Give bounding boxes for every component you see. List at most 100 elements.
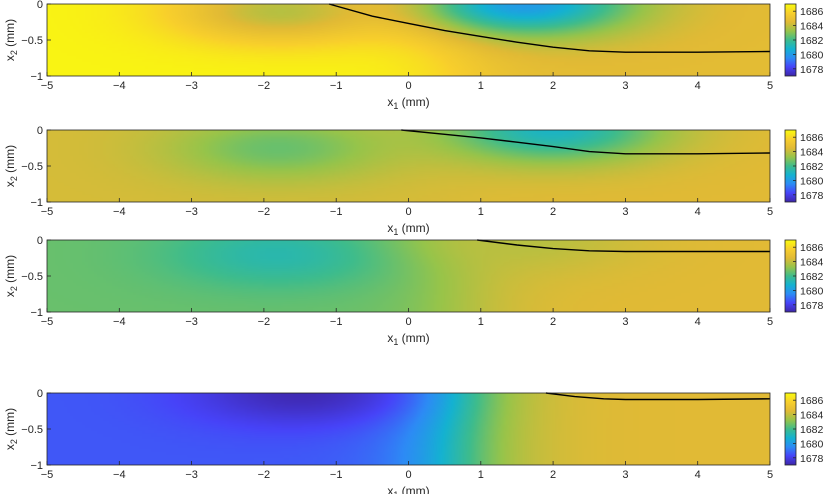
x-tick-label: −2 [258,206,271,218]
x-tick-label: 5 [767,80,773,92]
colorbar-tick-label: 1684 [800,21,824,33]
y-tick-label: −1 [30,197,43,209]
colorbar-tick-label: 1682 [800,161,824,173]
interface-curve [328,3,771,53]
x-tick-label: 3 [622,316,628,328]
x-tick-label: −5 [41,80,54,92]
y-axis-label: x2 (mm) [3,19,19,61]
heatmap-panel-2: −5 −4 −3 −2 −1 0 1 2 3 4 5 0 −0.5 −1 x1 (mm) x2 (mm) 167… [3,125,824,237]
x-tick-label: −1 [330,206,343,218]
colorbar-tick-label: 1686 [800,6,824,18]
y-tick-label: −0.5 [21,271,43,283]
x-tick-label: 1 [478,206,484,218]
y-axis-label: x2 (mm) [3,145,19,187]
colorbar-tick-label: 1682 [800,271,824,283]
heatmap-field [47,240,770,312]
interface-curve [401,129,771,155]
x-tick-label: 2 [550,80,556,92]
colorbar-tick-label: 1686 [800,132,824,144]
colorbar-tick-label: 1684 [800,410,824,422]
x-tick-label: −4 [113,80,126,92]
x-tick-label: −4 [113,316,126,328]
x-tick-label: 1 [478,469,484,481]
colorbar: 1678 1680 1682 1684 1686 [784,392,824,466]
x-tick-label: 2 [550,206,556,218]
x-tick-label: −5 [41,469,54,481]
x-tick-label: 3 [622,206,628,218]
heatmap-field [47,4,770,76]
colorbar: 1678 1680 1682 1684 1686 [784,3,824,77]
x-tick-label: 4 [695,206,701,218]
x-tick-label: 4 [695,469,701,481]
x-tick-label: 5 [767,316,773,328]
x-tick-label: 1 [478,316,484,328]
interface-curve [477,239,770,253]
x-tick-label: −1 [330,469,343,481]
heatmap-field [47,130,770,202]
x-tick-label: 4 [695,316,701,328]
x-tick-label: 0 [405,469,411,481]
y-axis-label: x2 (mm) [3,408,19,450]
colorbar-tick-label: 1678 [800,64,824,76]
x-tick-label: −1 [330,80,343,92]
y-tick-label: 0 [37,388,43,400]
heatmap-field [47,393,770,465]
y-axis-label: x2 (mm) [3,255,19,297]
colorbar-tick-label: 1678 [800,190,824,202]
x-tick-label: −3 [185,206,198,218]
y-tick-label: −1 [30,460,43,472]
y-tick-label: 0 [37,0,43,11]
x-tick-label: 4 [695,80,701,92]
y-tick-label: −0.5 [21,35,43,47]
x-axis-label: x1 (mm) [387,95,429,111]
y-tick-label: 0 [37,125,43,137]
colorbar-tick-label: 1678 [800,300,824,312]
x-tick-label: −5 [41,316,54,328]
x-tick-label: 3 [622,469,628,481]
x-axis-label: x1 (mm) [387,484,429,494]
colorbar-tick-label: 1682 [800,424,824,436]
colorbar-tick-label: 1680 [800,285,824,297]
y-tick-label: −0.5 [21,424,43,436]
heatmap-panel-3: −5 −4 −3 −2 −1 0 1 2 3 4 5 0 −0.5 −1 x1 (mm) x2 (mm) 167… [3,235,824,347]
x-axis-label: x1 (mm) [387,331,429,347]
heatmap-panel-1: −5 −4 −3 −2 −1 0 1 2 3 4 5 0 −0.5 −1 x1 (mm) x2 (mm) 167… [3,0,824,111]
colorbar-tick-label: 1678 [800,453,824,465]
x-tick-label: 2 [550,316,556,328]
x-tick-label: 1 [478,80,484,92]
colorbar-tick-label: 1686 [800,395,824,407]
colorbar-tick-label: 1684 [800,257,824,269]
colorbar-tick-label: 1682 [800,35,824,47]
x-tick-label: −1 [330,316,343,328]
heatmap-panel-4: −5 −4 −3 −2 −1 0 1 2 3 4 5 0 −0.5 −1 x1 (mm) x2 (mm) 167… [3,388,824,494]
colorbar: 1678 1680 1682 1684 1686 [784,129,824,203]
colorbar-tick-label: 1684 [800,147,824,159]
x-tick-label: 3 [622,80,628,92]
x-tick-label: 5 [767,206,773,218]
x-tick-label: −3 [185,469,198,481]
x-tick-label: 0 [405,80,411,92]
x-tick-label: −5 [41,206,54,218]
x-tick-label: −4 [113,206,126,218]
x-tick-label: −3 [185,316,198,328]
y-tick-label: −1 [30,71,43,83]
x-tick-label: 5 [767,469,773,481]
colorbar-tick-label: 1686 [800,242,824,254]
x-axis-label: x1 (mm) [387,221,429,237]
colorbar-tick-label: 1680 [800,175,824,187]
y-tick-label: 0 [37,235,43,247]
x-tick-label: −2 [258,469,271,481]
x-tick-label: −4 [113,469,126,481]
colorbar-tick-label: 1680 [800,49,824,61]
x-tick-label: 0 [405,206,411,218]
interface-curve [545,392,771,401]
y-tick-label: −1 [30,307,43,319]
y-tick-label: −0.5 [21,161,43,173]
x-tick-label: 2 [550,469,556,481]
x-tick-label: −2 [258,316,271,328]
x-tick-label: 0 [405,316,411,328]
colorbar: 1678 1680 1682 1684 1686 [784,239,824,313]
colorbar-tick-label: 1680 [800,438,824,450]
x-tick-label: −2 [258,80,271,92]
